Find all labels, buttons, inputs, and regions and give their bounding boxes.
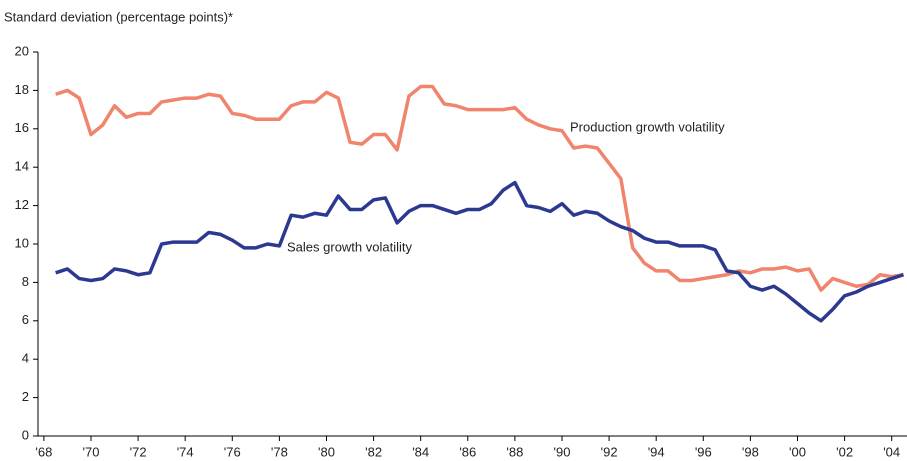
series-label: Sales growth volatility — [287, 239, 412, 254]
x-tick-label: '00 — [789, 444, 806, 459]
x-tick-label: '90 — [554, 444, 571, 459]
x-tick-label: '96 — [695, 444, 712, 459]
x-tick-label: '76 — [224, 444, 241, 459]
x-tick-label: '82 — [365, 444, 382, 459]
series-line — [55, 84, 904, 292]
x-tick-label: '72 — [130, 444, 147, 459]
y-tick-label: 6 — [22, 312, 29, 327]
x-tick-label: '86 — [459, 444, 476, 459]
x-tick-label: '74 — [177, 444, 194, 459]
x-tick-label: '68 — [35, 444, 52, 459]
y-tick-label: 10 — [15, 235, 29, 250]
x-tick-label: '02 — [836, 444, 853, 459]
y-tick-label: 20 — [15, 43, 29, 58]
series-line — [55, 180, 905, 323]
x-tick-label: '98 — [742, 444, 759, 459]
y-tick-label: 12 — [15, 197, 29, 212]
x-tick-label: '70 — [83, 444, 100, 459]
x-tick-label: '78 — [271, 444, 288, 459]
y-axis-label: Standard deviation (percentage points)* — [4, 9, 233, 24]
y-tick-label: 4 — [22, 351, 29, 366]
x-tick-label: '88 — [506, 444, 523, 459]
y-tick-label: 16 — [15, 120, 29, 135]
x-tick-label: '04 — [883, 444, 900, 459]
y-tick-label: 8 — [22, 274, 29, 289]
x-tick-label: '92 — [601, 444, 618, 459]
y-tick-label: 18 — [15, 82, 29, 97]
x-tick-label: '94 — [648, 444, 665, 459]
series-label: Production growth volatility — [570, 119, 725, 134]
y-tick-label: 2 — [22, 389, 29, 404]
y-tick-label: 14 — [15, 159, 29, 174]
y-tick-label: 0 — [22, 427, 29, 442]
x-tick-label: '84 — [412, 444, 429, 459]
x-tick-label: '80 — [318, 444, 335, 459]
